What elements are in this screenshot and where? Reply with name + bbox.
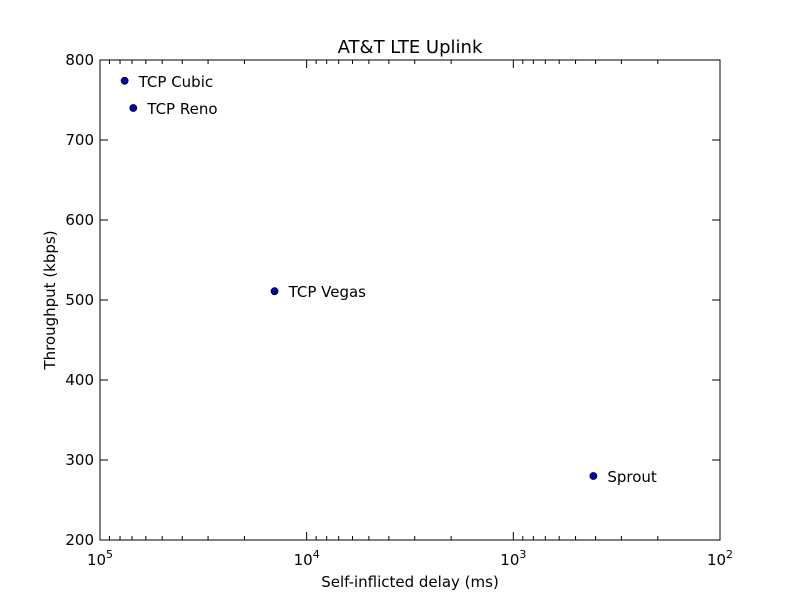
y-tick-label: 500 (65, 291, 94, 309)
y-axis-ticks: 200 300 400 500 600 700 800 (65, 51, 720, 549)
x-tick-label: 104 (294, 548, 320, 569)
y-tick-label: 200 (65, 531, 94, 549)
data-point-label: TCP Vegas (288, 283, 367, 301)
y-tick-label: 700 (65, 131, 94, 149)
x-tick-label: 103 (500, 548, 526, 569)
y-axis-label: Throughput (kbps) (41, 230, 59, 370)
y-tick-label: 800 (65, 51, 94, 69)
data-point (589, 472, 598, 480)
data-point-label: TCP Reno (146, 100, 217, 118)
y-tick-label: 400 (65, 371, 94, 389)
data-point (120, 76, 129, 85)
data-point (270, 287, 279, 296)
y-tick-label: 600 (65, 211, 94, 229)
x-axis-label: Self-inflicted delay (ms) (321, 573, 499, 591)
x-tick-label: 105 (87, 548, 113, 569)
data-point-label: Sprout (607, 468, 657, 486)
data-point-label: TCP Cubic (138, 73, 214, 91)
data-point (129, 104, 138, 112)
x-axis-ticks: 105 104 103 102 (87, 60, 733, 569)
chart-title: AT&T LTE Uplink (338, 37, 483, 58)
x-tick-label: 102 (707, 548, 733, 569)
y-tick-label: 300 (65, 451, 94, 469)
data-points: TCP Cubic TCP Reno TCP Vegas Sprout (120, 73, 657, 486)
